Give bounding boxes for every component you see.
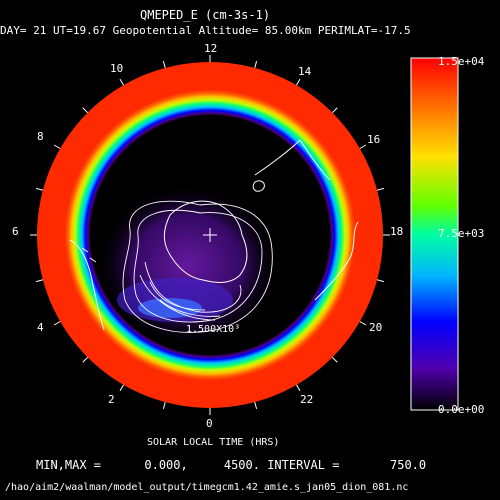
hour-label: 0 [206,417,213,430]
hour-tick [376,187,384,191]
australia-coast [254,139,331,181]
hour-label: 10 [110,62,124,75]
hour-tick [254,401,258,409]
contour-lines [122,200,273,333]
hour-tick [359,144,367,149]
hour-tick [296,78,301,86]
hour-ticks [30,55,390,415]
africa-coast [314,221,359,301]
hour-label: 18 [390,225,404,238]
hour-tick [119,78,124,86]
hour-tick [36,279,44,283]
pole-marker [203,228,217,242]
hour-label: 20 [369,321,383,334]
hour-tick [53,144,61,149]
hour-tick [376,279,384,283]
hour-label: 2 [108,393,115,406]
chart-title: QMEPED_E (cm-3s-1) [140,8,271,22]
hour-tick [82,107,89,114]
hour-label: 4 [37,321,44,334]
hour-label: 6 [12,225,19,238]
hour-label: 8 [37,130,44,143]
hour-tick [331,356,338,363]
hour-tick [53,321,61,326]
colorbar-mid-label: 7.5e+03 [438,227,485,240]
contour-annotation: 1.500X10³ [186,324,241,335]
hour-tick [331,107,338,114]
hour-tick [254,61,258,69]
hour-label: 12 [204,42,218,55]
file-path: /hao/aim2/waalman/model_output/timegcm1.… [5,482,409,493]
island-coast [252,180,265,192]
hour-tick [36,187,44,191]
hour-tick [119,384,124,392]
coastlines [69,139,359,331]
hour-label: 14 [298,65,312,78]
antarctica-coast [163,200,248,283]
hour-tick [162,61,166,69]
hour-tick [296,384,301,392]
colorbar-max-label: 1.5e+04 [438,55,485,68]
hour-tick [82,356,89,363]
stats-line: MIN,MAX = 0.000, 4500. INTERVAL = 750.0 [36,458,427,472]
hour-label: 16 [367,133,381,146]
hour-tick [162,401,166,409]
hour-label: 22 [300,393,314,406]
colorbar [410,57,459,411]
chart-subtitle: DAY= 21 UT=19.67 Geopotential Altitude= … [0,24,411,37]
x-axis-label: SOLAR LOCAL TIME (HRS) [147,437,280,448]
colorbar-min-label: 0.0e+00 [438,403,485,416]
hour-tick [359,321,367,326]
south-america-coast [69,239,105,331]
